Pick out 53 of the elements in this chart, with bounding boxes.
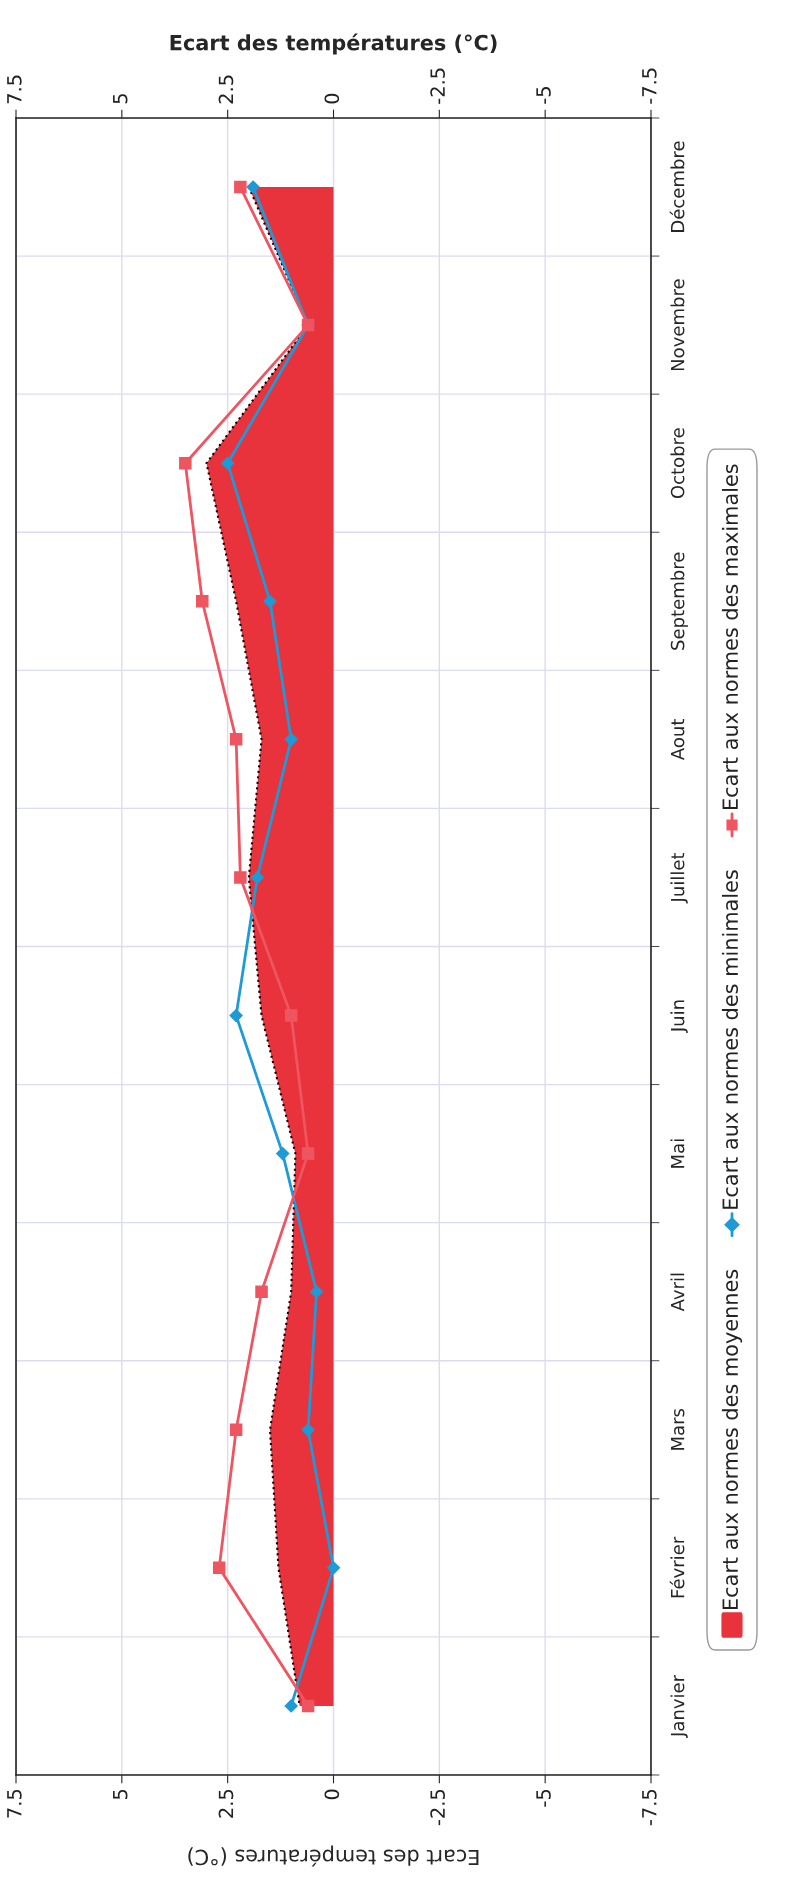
x2-tick-label: 2.5 <box>218 1789 234 1818</box>
point <box>234 180 247 194</box>
point <box>263 594 277 608</box>
x2-tick-label: -7.5 <box>642 1789 657 1826</box>
point <box>301 1699 315 1713</box>
y-tick-label: Janvier <box>670 1674 688 1738</box>
text: Ecart aux normes des minimales <box>721 870 739 1209</box>
point <box>250 870 264 885</box>
x2-tick-label: 0 <box>324 1789 340 1800</box>
x-tick-label: 0 <box>324 93 340 104</box>
y-tick-label: Juillet <box>670 852 688 904</box>
point <box>284 732 298 746</box>
text: Ecart aux normes des maximales <box>721 464 739 809</box>
point <box>179 456 192 470</box>
y-tick-label: Avril <box>670 1273 685 1312</box>
x-tick-label: 2.5 <box>218 75 234 104</box>
y-tick-label: Juin <box>670 1000 688 1034</box>
text: Ecart aux normes des moyennes <box>721 1269 743 1609</box>
x2-tick-label: 5 <box>113 1789 128 1800</box>
point <box>221 456 235 470</box>
x-tick-label: -5 <box>536 87 551 104</box>
y-tick-label: Mars <box>671 1408 685 1450</box>
point <box>246 180 260 194</box>
x-tick-label: 5 <box>113 94 128 104</box>
y-tick-label: Décembre <box>669 141 685 232</box>
x-tick-label: -7.5 <box>642 68 657 104</box>
x2-tick-label: 7.5 <box>7 1789 22 1818</box>
y-tick-label: Aout <box>671 719 685 761</box>
point <box>326 1561 341 1575</box>
point <box>301 1147 315 1160</box>
x2-axis-title: Ecart des températures (°C) <box>170 33 497 55</box>
point <box>284 1009 298 1022</box>
point <box>301 1423 315 1437</box>
x-tick-label: -2.5 <box>430 68 445 104</box>
y-tick-label: Septembre <box>670 552 688 650</box>
y-tick-label: Février <box>669 1536 685 1598</box>
point <box>234 871 247 884</box>
point <box>284 1699 298 1713</box>
x-axis-title: Ecart des températures (°C) <box>188 1845 479 1867</box>
point <box>255 1285 268 1298</box>
point <box>229 1008 243 1023</box>
x2-tick-label: -5 <box>536 1789 551 1807</box>
point <box>276 1147 290 1161</box>
point <box>229 733 243 746</box>
y-tick-label: Mai <box>670 1139 685 1168</box>
point <box>196 595 209 608</box>
y-tick-label: Octobre <box>670 428 685 499</box>
x-tick-label: 7.5 <box>7 75 22 104</box>
x2-tick-label: -2.5 <box>430 1789 445 1826</box>
point <box>212 1561 226 1575</box>
point <box>309 1285 324 1299</box>
point <box>229 1423 243 1437</box>
y-tick-label: Novembre <box>670 279 685 371</box>
